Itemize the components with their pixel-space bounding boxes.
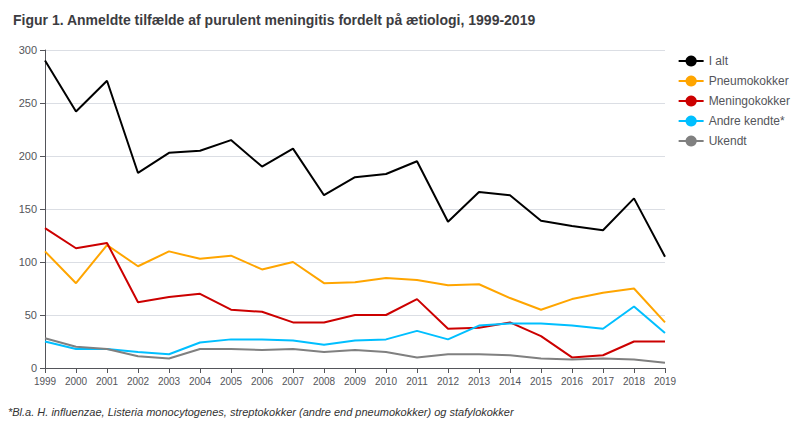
svg-text:2017: 2017	[592, 376, 615, 387]
svg-text:300: 300	[19, 44, 37, 56]
svg-text:100: 100	[19, 256, 37, 268]
svg-text:200: 200	[19, 150, 37, 162]
svg-text:2019: 2019	[654, 376, 677, 387]
svg-text:2011: 2011	[406, 376, 428, 387]
svg-text:150: 150	[19, 203, 37, 215]
svg-text:2004: 2004	[189, 376, 212, 387]
svg-text:Andre kendte*: Andre kendte*	[709, 114, 785, 128]
svg-text:2007: 2007	[282, 376, 305, 387]
svg-text:2014: 2014	[499, 376, 522, 387]
svg-text:Figur 1. Anmeldte tilfælde af: Figur 1. Anmeldte tilfælde af purulent m…	[13, 12, 535, 28]
svg-text:2016: 2016	[561, 376, 584, 387]
svg-text:Ukendt: Ukendt	[709, 134, 748, 148]
svg-text:Pneumokokker: Pneumokokker	[709, 74, 789, 88]
svg-text:2005: 2005	[220, 376, 243, 387]
svg-text:Meningokokker: Meningokokker	[709, 94, 790, 108]
svg-text:2001: 2001	[96, 376, 119, 387]
svg-text:2013: 2013	[468, 376, 491, 387]
svg-text:2015: 2015	[530, 376, 553, 387]
svg-text:2002: 2002	[127, 376, 150, 387]
svg-text:50: 50	[25, 309, 37, 321]
svg-text:0: 0	[31, 362, 37, 374]
svg-text:2009: 2009	[344, 376, 367, 387]
svg-text:1999: 1999	[34, 376, 57, 387]
svg-text:I alt: I alt	[709, 54, 729, 68]
svg-text:2010: 2010	[375, 376, 398, 387]
svg-text:250: 250	[19, 97, 37, 109]
svg-text:2006: 2006	[251, 376, 274, 387]
svg-text:2018: 2018	[623, 376, 646, 387]
svg-text:2003: 2003	[158, 376, 181, 387]
svg-text:2000: 2000	[65, 376, 88, 387]
svg-text:2012: 2012	[437, 376, 460, 387]
svg-text:*Bl.a. H. influenzae, Listeria: *Bl.a. H. influenzae, Listeria monocytog…	[8, 406, 515, 418]
svg-text:2008: 2008	[313, 376, 336, 387]
